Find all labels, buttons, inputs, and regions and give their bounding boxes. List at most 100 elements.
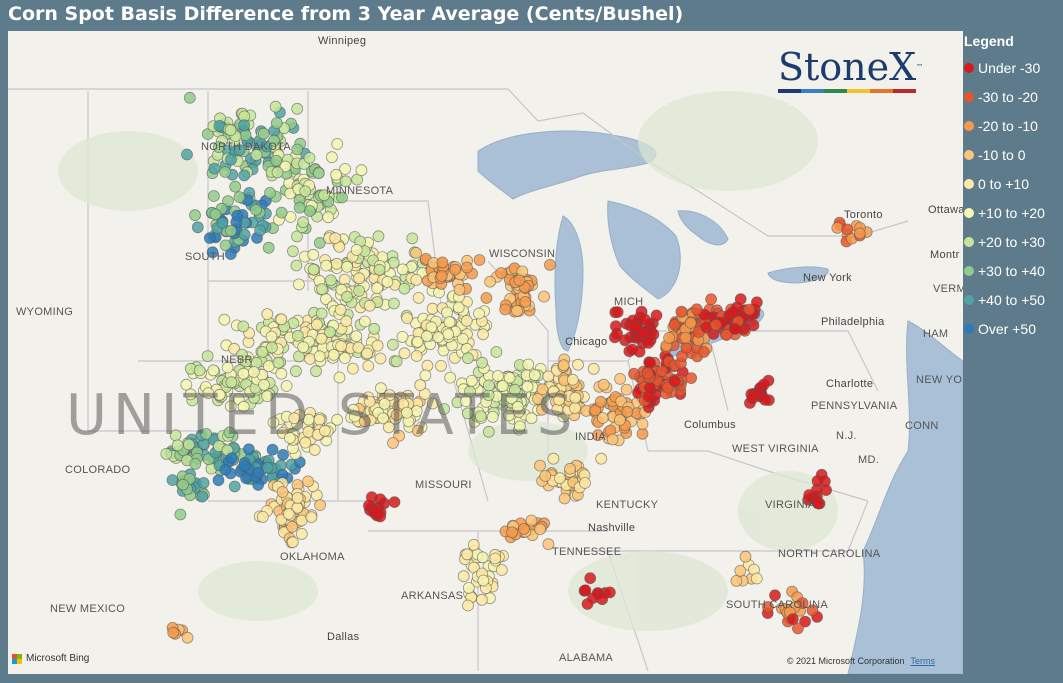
elevator-point[interactable]	[261, 390, 274, 403]
elevator-point[interactable]	[363, 299, 376, 312]
elevator-point[interactable]	[456, 332, 469, 345]
elevator-point[interactable]	[539, 470, 552, 482]
elevator-point[interactable]	[726, 306, 739, 319]
elevator-point[interactable]	[315, 332, 328, 345]
elevator-point[interactable]	[312, 167, 325, 180]
elevator-point[interactable]	[595, 452, 608, 465]
elevator-point[interactable]	[739, 550, 752, 563]
elevator-point[interactable]	[202, 387, 215, 400]
elevator-point[interactable]	[239, 129, 252, 141]
elevator-point[interactable]	[225, 376, 238, 389]
elevator-point[interactable]	[240, 472, 253, 485]
elevator-point[interactable]	[410, 273, 423, 286]
elevator-point[interactable]	[639, 313, 651, 326]
elevator-point[interactable]	[792, 622, 804, 635]
elevator-point[interactable]	[216, 217, 229, 229]
elevator-point[interactable]	[525, 514, 538, 527]
elevator-point[interactable]	[491, 370, 504, 382]
elevator-point[interactable]	[675, 305, 688, 318]
elevator-point[interactable]	[197, 477, 210, 489]
elevator-point[interactable]	[621, 405, 634, 418]
elevator-point[interactable]	[410, 350, 423, 362]
elevator-point[interactable]	[542, 538, 555, 551]
elevator-point[interactable]	[237, 367, 250, 380]
legend-item[interactable]: Over +50	[964, 314, 1063, 343]
elevator-point[interactable]	[489, 552, 502, 565]
elevator-point[interactable]	[256, 510, 269, 523]
elevator-point[interactable]	[305, 511, 318, 524]
elevator-point[interactable]	[221, 361, 234, 374]
elevator-point[interactable]	[310, 318, 323, 331]
elevator-point[interactable]	[628, 367, 640, 380]
elevator-point[interactable]	[787, 613, 799, 625]
elevator-point[interactable]	[297, 341, 310, 354]
elevator-point[interactable]	[189, 457, 202, 470]
elevator-point[interactable]	[160, 447, 173, 460]
elevator-point[interactable]	[196, 490, 209, 503]
legend-item[interactable]: +10 to +20	[964, 198, 1063, 227]
elevator-point[interactable]	[758, 378, 770, 391]
elevator-point[interactable]	[237, 320, 250, 333]
elevator-point[interactable]	[467, 539, 480, 551]
elevator-point[interactable]	[587, 362, 600, 375]
elevator-point[interactable]	[461, 261, 473, 274]
elevator-point[interactable]	[553, 472, 566, 485]
elevator-point[interactable]	[330, 168, 343, 181]
elevator-point[interactable]	[410, 246, 423, 259]
elevator-point[interactable]	[521, 380, 534, 393]
elevator-point[interactable]	[270, 154, 283, 167]
elevator-point[interactable]	[690, 303, 703, 316]
elevator-point[interactable]	[444, 371, 457, 384]
elevator-point[interactable]	[592, 429, 604, 442]
elevator-point[interactable]	[291, 143, 304, 156]
elevator-point[interactable]	[477, 328, 489, 341]
elevator-point[interactable]	[730, 575, 743, 587]
elevator-point[interactable]	[329, 232, 342, 245]
elevator-point[interactable]	[224, 124, 237, 136]
elevator-point[interactable]	[254, 224, 267, 237]
elevator-point[interactable]	[180, 378, 193, 391]
elevator-point[interactable]	[277, 448, 290, 461]
elevator-point[interactable]	[378, 397, 391, 410]
elevator-point[interactable]	[371, 339, 384, 352]
elevator-point[interactable]	[443, 316, 456, 329]
elevator-point[interactable]	[377, 412, 390, 425]
elevator-point[interactable]	[286, 245, 299, 258]
elevator-point[interactable]	[283, 432, 296, 444]
elevator-point[interactable]	[426, 397, 439, 410]
elevator-point[interactable]	[231, 209, 244, 222]
elevator-point[interactable]	[229, 180, 242, 193]
elevator-point[interactable]	[250, 149, 263, 161]
elevator-point[interactable]	[611, 306, 624, 319]
elevator-point[interactable]	[572, 358, 584, 371]
elevator-point[interactable]	[228, 480, 241, 493]
elevator-point[interactable]	[390, 355, 403, 368]
elevator-point[interactable]	[295, 514, 308, 527]
elevator-point[interactable]	[506, 526, 519, 539]
elevator-point[interactable]	[534, 459, 546, 472]
elevator-point[interactable]	[482, 425, 495, 438]
elevator-point[interactable]	[473, 307, 485, 320]
elevator-point[interactable]	[350, 243, 363, 256]
terms-link[interactable]: Terms	[910, 656, 936, 666]
elevator-point[interactable]	[499, 303, 512, 316]
map-canvas[interactable]	[8, 31, 963, 674]
elevator-point[interactable]	[629, 320, 641, 333]
elevator-point[interactable]	[224, 248, 237, 261]
elevator-point[interactable]	[544, 258, 556, 271]
elevator-point[interactable]	[272, 356, 285, 369]
elevator-point[interactable]	[166, 474, 179, 487]
elevator-point[interactable]	[679, 331, 692, 344]
elevator-point[interactable]	[511, 400, 524, 413]
elevator-point[interactable]	[318, 189, 331, 202]
elevator-point[interactable]	[212, 474, 225, 487]
elevator-point[interactable]	[261, 308, 274, 321]
elevator-point[interactable]	[318, 424, 331, 437]
elevator-point[interactable]	[684, 317, 697, 329]
elevator-point[interactable]	[237, 400, 250, 413]
elevator-point[interactable]	[705, 293, 717, 306]
legend-item[interactable]: +30 to +40	[964, 256, 1063, 285]
elevator-point[interactable]	[320, 293, 332, 306]
elevator-point[interactable]	[720, 329, 733, 341]
elevator-point[interactable]	[751, 296, 763, 309]
